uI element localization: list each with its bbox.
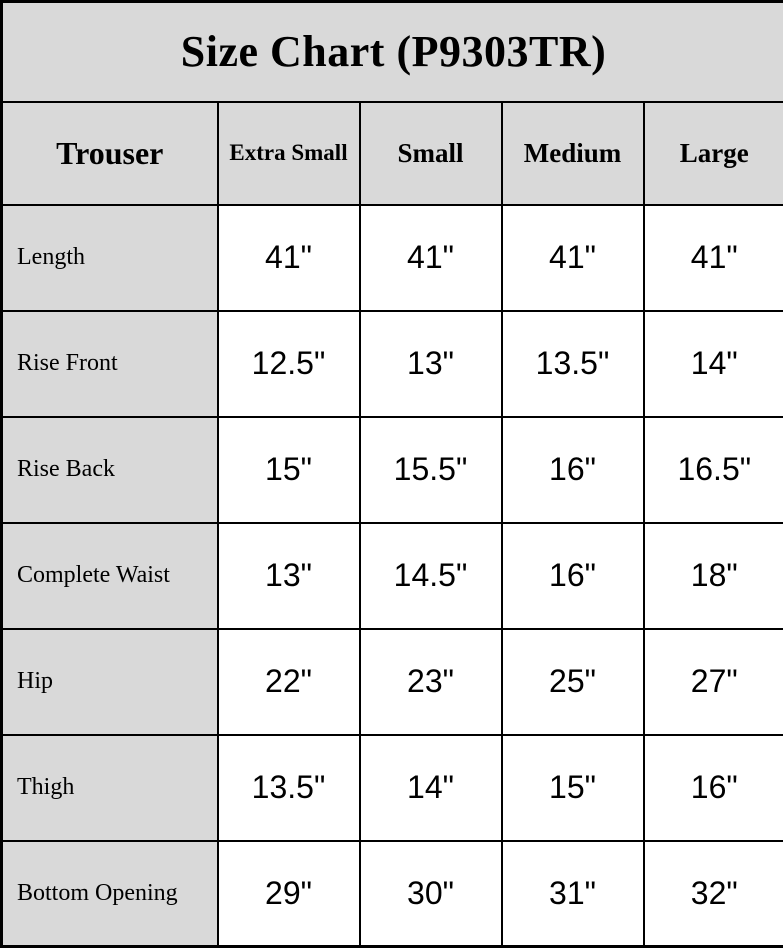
size-value: 41" xyxy=(218,205,360,311)
table-row-bottom-opening: Bottom Opening 29" 30" 31" 32" xyxy=(2,841,783,947)
row-label: Length xyxy=(2,205,218,311)
size-value: 16" xyxy=(502,417,644,523)
page-title: Size Chart (P9303TR) xyxy=(2,2,783,102)
column-header-small: Small xyxy=(360,102,502,205)
size-value: 16" xyxy=(644,735,783,841)
size-value: 31" xyxy=(502,841,644,947)
size-value: 32" xyxy=(644,841,783,947)
row-label: Rise Front xyxy=(2,311,218,417)
size-value: 18" xyxy=(644,523,783,629)
table-row-complete-waist: Complete Waist 13" 14.5" 16" 18" xyxy=(2,523,783,629)
size-value: 23" xyxy=(360,629,502,735)
column-header-extra-small: Extra Small xyxy=(218,102,360,205)
row-label: Hip xyxy=(2,629,218,735)
size-value: 13" xyxy=(218,523,360,629)
table-row-thigh: Thigh 13.5" 14" 15" 16" xyxy=(2,735,783,841)
table-row-rise-front: Rise Front 12.5" 13" 13.5" 14" xyxy=(2,311,783,417)
size-value: 16.5" xyxy=(644,417,783,523)
size-value: 15" xyxy=(502,735,644,841)
size-value: 15" xyxy=(218,417,360,523)
row-label: Thigh xyxy=(2,735,218,841)
title-row: Size Chart (P9303TR) xyxy=(2,2,783,102)
column-header-medium: Medium xyxy=(502,102,644,205)
size-value: 14.5" xyxy=(360,523,502,629)
table-row-hip: Hip 22" 23" 25" 27" xyxy=(2,629,783,735)
size-value: 22" xyxy=(218,629,360,735)
size-value: 13" xyxy=(360,311,502,417)
row-label: Complete Waist xyxy=(2,523,218,629)
size-value: 41" xyxy=(502,205,644,311)
size-value: 29" xyxy=(218,841,360,947)
size-value: 16" xyxy=(502,523,644,629)
size-value: 15.5" xyxy=(360,417,502,523)
size-value: 30" xyxy=(360,841,502,947)
size-value: 12.5" xyxy=(218,311,360,417)
table-row-length: Length 41" 41" 41" 41" xyxy=(2,205,783,311)
size-value: 13.5" xyxy=(218,735,360,841)
corner-header-trouser: Trouser xyxy=(2,102,218,205)
size-value: 14" xyxy=(360,735,502,841)
header-row: Trouser Extra Small Small Medium Large xyxy=(2,102,783,205)
size-value: 41" xyxy=(644,205,783,311)
row-label: Bottom Opening xyxy=(2,841,218,947)
size-value: 27" xyxy=(644,629,783,735)
size-value: 41" xyxy=(360,205,502,311)
table-row-rise-back: Rise Back 15" 15.5" 16" 16.5" xyxy=(2,417,783,523)
column-header-large: Large xyxy=(644,102,783,205)
size-value: 25" xyxy=(502,629,644,735)
size-value: 13.5" xyxy=(502,311,644,417)
size-value: 14" xyxy=(644,311,783,417)
row-label: Rise Back xyxy=(2,417,218,523)
